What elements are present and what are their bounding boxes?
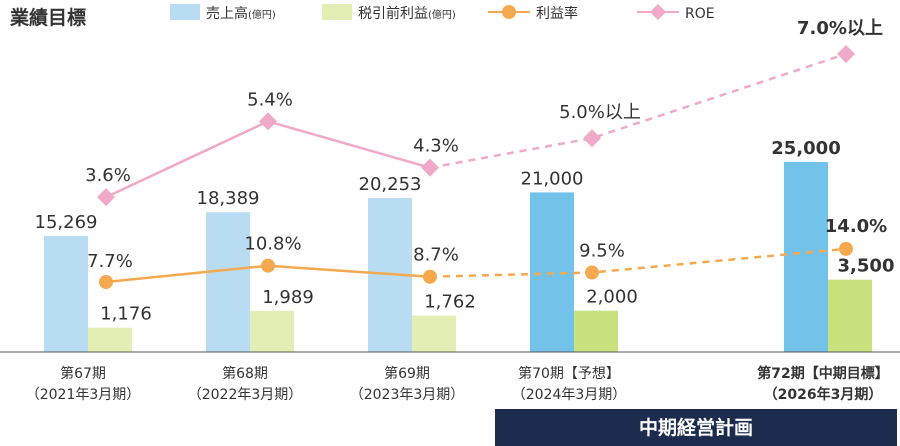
sales-bar [44, 235, 88, 352]
legend-label: 売上高(億円) [206, 5, 276, 22]
legend-label: 利益率 [536, 5, 578, 22]
profit-bar [574, 310, 618, 352]
ROE-label: 7.0%以上 [797, 18, 883, 39]
profit-bar [88, 327, 132, 352]
legend-marker [502, 5, 516, 19]
sales-bar [206, 212, 250, 352]
ROE-label: 5.0%以上 [559, 102, 641, 123]
profit-label: 1,176 [100, 304, 152, 325]
legend-swatch [322, 4, 352, 20]
x-axis: 第67期 （2021年3月期） 第68期 （2022年3月期） 第69期 （2023年3月… [26, 365, 889, 403]
plan-banner-bg [495, 409, 897, 446]
roe-point [421, 158, 439, 177]
x-tick-label: 第67期 [60, 365, 106, 382]
legend-label: ROE [685, 6, 715, 22]
plan-banner-text: 中期経営計画 [639, 416, 753, 439]
x-tick-label: 第72期【中期目標】 [757, 365, 888, 382]
chart-title: 業績目標 [9, 6, 86, 29]
x-tick-sublabel: （2022年3月期） [188, 387, 303, 403]
profit-bar [828, 279, 872, 352]
legend-swatch [170, 4, 200, 20]
lines [97, 45, 855, 289]
利益率-label: 9.5% [579, 241, 625, 262]
roe-point [583, 129, 601, 148]
profit-label: 1,989 [262, 287, 314, 308]
margin-point [839, 241, 853, 256]
bars [44, 162, 872, 352]
sales-label: 15,269 [35, 212, 98, 233]
roe-point [97, 188, 115, 207]
利益率-label: 8.7% [413, 245, 459, 266]
x-tick-label: 第68期 [222, 365, 268, 382]
ROE-label: 5.4% [247, 89, 293, 110]
x-tick-label: 第69期 [384, 365, 430, 382]
margin-point [99, 275, 113, 289]
legend: 売上高(億円) 税引前利益(億円) 利益率 ROE [170, 4, 715, 22]
ROE-label: 3.6% [85, 165, 131, 186]
margin-point [423, 269, 437, 284]
profit-bar [412, 315, 456, 352]
x-tick-sublabel: （2023年3月期） [350, 387, 465, 403]
legend-marker [650, 4, 666, 20]
roe-point [837, 45, 855, 63]
legend-label: 税引前利益(億円) [358, 5, 456, 22]
data-labels: 15,269 1,176 18,389 1,989 20,253 1,762 21,000 2… [35, 18, 895, 325]
profit-bar [250, 310, 294, 352]
ROE-label: 4.3% [413, 136, 459, 157]
ROE-forecast-line [429, 52, 847, 169]
sales-label: 18,389 [197, 188, 260, 209]
profit-label: 3,500 [838, 256, 895, 277]
margin-point [585, 265, 599, 280]
x-tick-sublabel: （2021年3月期） [26, 387, 141, 403]
sales-bar [784, 162, 828, 352]
利益率-forecast-line [429, 247, 847, 278]
利益率-label: 10.8% [244, 234, 301, 255]
sales-label: 21,000 [521, 168, 584, 189]
plan-banner: 中期経営計画 [495, 409, 897, 446]
sales-label: 25,000 [771, 138, 840, 159]
sales-label: 20,253 [359, 174, 422, 195]
x-tick-label: 第70期【予想】 [518, 365, 620, 382]
sales-bar [530, 192, 574, 352]
x-tick-sublabel: （2024年3月期） [512, 387, 627, 403]
x-tick-sublabel: （2026年3月期） [764, 386, 883, 403]
利益率-label: 7.7% [87, 251, 133, 272]
profit-label: 1,762 [424, 292, 476, 313]
margin-point [261, 258, 275, 273]
利益率-label: 14.0% [825, 216, 887, 237]
roe-point [259, 112, 277, 131]
profit-label: 2,000 [586, 287, 638, 308]
